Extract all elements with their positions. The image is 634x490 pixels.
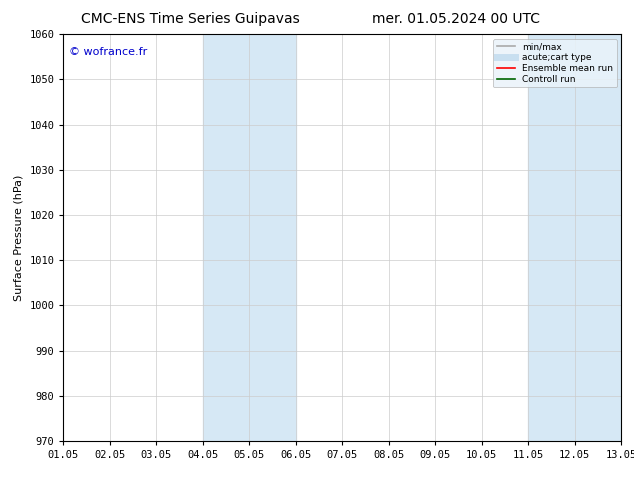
Y-axis label: Surface Pressure (hPa): Surface Pressure (hPa) [14, 174, 24, 301]
Text: CMC-ENS Time Series Guipavas: CMC-ENS Time Series Guipavas [81, 12, 300, 26]
Bar [203, 34, 296, 441]
Text: © wofrance.fr: © wofrance.fr [69, 47, 147, 56]
Text: mer. 01.05.2024 00 UTC: mer. 01.05.2024 00 UTC [373, 12, 540, 26]
Legend: min/max, acute;cart type, Ensemble mean run, Controll run: min/max, acute;cart type, Ensemble mean … [493, 39, 617, 87]
Bar [528, 34, 621, 441]
